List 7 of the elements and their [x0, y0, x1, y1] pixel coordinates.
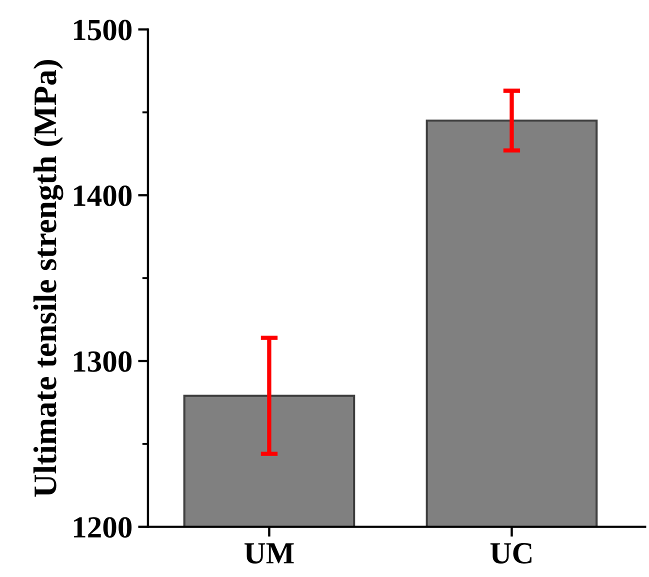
y-tick-label: 1500	[74, 20, 132, 40]
x-tick-label: UM	[244, 543, 294, 564]
y-tick-label: 1300	[74, 351, 132, 372]
y-tick-label: 1400	[74, 186, 132, 206]
y-tick-label: 1200	[74, 517, 132, 538]
x-tick-label: UC	[490, 543, 532, 564]
y-axis-title: Ultimate tensile strength (MPa)	[33, 60, 64, 497]
